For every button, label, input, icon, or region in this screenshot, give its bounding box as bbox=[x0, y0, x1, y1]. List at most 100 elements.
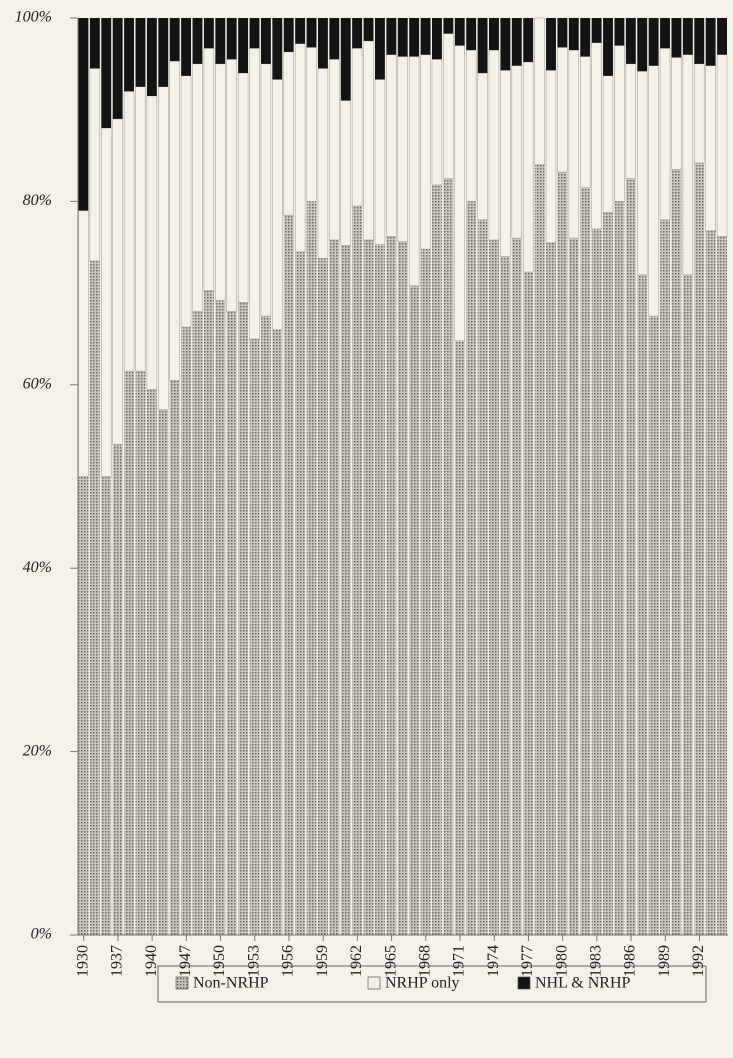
bar-segment bbox=[409, 285, 420, 935]
bar-segment bbox=[181, 18, 192, 76]
bar-segment bbox=[260, 316, 271, 935]
bar-segment bbox=[603, 18, 613, 76]
bar-segment bbox=[374, 79, 386, 245]
bar-segment bbox=[682, 18, 693, 55]
x-tick-label: 1974 bbox=[485, 945, 502, 977]
x-tick-label: 1962 bbox=[348, 945, 365, 977]
bar-segment bbox=[363, 40, 374, 241]
bar-segment bbox=[181, 327, 192, 935]
bar-segment bbox=[705, 230, 716, 935]
bar-segment bbox=[568, 238, 579, 935]
bar-segment bbox=[409, 18, 420, 57]
x-tick-label: 1940 bbox=[143, 945, 160, 977]
bar-segment bbox=[283, 51, 294, 216]
y-tick-label: 60% bbox=[23, 375, 52, 392]
bar-segment bbox=[660, 18, 670, 49]
x-tick-label: 1956 bbox=[280, 945, 297, 977]
bar-segment bbox=[580, 56, 591, 188]
bar-segment bbox=[260, 63, 272, 317]
bar-segment bbox=[625, 178, 636, 936]
bar-segment bbox=[89, 18, 100, 69]
bar-segment bbox=[192, 18, 203, 64]
bar-segment bbox=[637, 70, 648, 276]
bar-segment bbox=[420, 54, 431, 250]
bar-segment bbox=[648, 18, 659, 66]
bar-segment bbox=[614, 45, 625, 202]
bar-segment bbox=[272, 18, 283, 80]
bar-segment bbox=[169, 18, 180, 62]
bar-segment bbox=[580, 187, 591, 935]
bar-segment bbox=[169, 60, 180, 381]
bar-segment bbox=[420, 249, 431, 936]
x-tick-label: 1980 bbox=[553, 945, 570, 977]
bar-segment bbox=[671, 57, 682, 170]
bar-segment bbox=[238, 302, 249, 935]
bar-segment bbox=[101, 18, 112, 129]
legend-label: Non-NRHP bbox=[193, 975, 269, 992]
bar-segment bbox=[500, 18, 511, 71]
bar-segment bbox=[694, 18, 705, 64]
x-tick-label: 1992 bbox=[690, 945, 707, 977]
bar-segment bbox=[488, 49, 500, 241]
bar-segment bbox=[466, 201, 477, 935]
legend-label: NRHP only bbox=[385, 975, 460, 992]
bar-segment bbox=[568, 18, 579, 51]
bar-segment bbox=[226, 311, 237, 935]
bar-segment bbox=[466, 18, 477, 51]
bar-segment bbox=[203, 290, 214, 935]
bar-segment bbox=[432, 184, 442, 936]
bar-segment bbox=[591, 228, 602, 935]
bar-segment bbox=[477, 219, 488, 936]
legend-swatch bbox=[367, 976, 381, 990]
bar-segment bbox=[637, 274, 648, 935]
bar-segment bbox=[374, 18, 385, 80]
bar-segment bbox=[192, 63, 203, 312]
bar-segment bbox=[295, 251, 306, 935]
bar-segment bbox=[408, 56, 420, 287]
bar-segment bbox=[112, 118, 123, 445]
bar-segment bbox=[203, 18, 214, 49]
bar-segment bbox=[146, 389, 157, 935]
bar-segment bbox=[135, 18, 146, 87]
x-tick-label: 1930 bbox=[74, 945, 91, 977]
bar-segment bbox=[135, 86, 146, 372]
bar-segment bbox=[523, 18, 534, 63]
legend-box bbox=[157, 965, 707, 1003]
x-tick-label: 1986 bbox=[622, 945, 639, 977]
bar-segment bbox=[454, 18, 465, 46]
bar-segment bbox=[317, 68, 329, 259]
bar-segment bbox=[352, 205, 363, 936]
bar-segment bbox=[317, 258, 328, 935]
bar-segment bbox=[283, 215, 294, 935]
bar-segment bbox=[591, 18, 602, 43]
bar-segment bbox=[546, 18, 556, 71]
bar-segment bbox=[694, 63, 705, 164]
bar-segment bbox=[306, 201, 317, 935]
bar-segment bbox=[329, 59, 340, 241]
x-tick-label: 1959 bbox=[314, 945, 331, 977]
bar-segment bbox=[511, 238, 522, 935]
bar-segment bbox=[374, 244, 385, 935]
bar-segment bbox=[477, 72, 488, 220]
x-tick-label: 1965 bbox=[382, 945, 399, 977]
bar-segment bbox=[249, 18, 260, 49]
x-tick-label: 1968 bbox=[416, 945, 433, 977]
bar-segment bbox=[158, 409, 169, 936]
bar-segment bbox=[363, 18, 374, 41]
bar-segment bbox=[101, 476, 112, 935]
bar-segment bbox=[295, 18, 306, 44]
bar-segment bbox=[489, 239, 499, 935]
bar-segment bbox=[352, 18, 363, 49]
bar-segment bbox=[546, 242, 556, 936]
bar-segment bbox=[329, 239, 340, 935]
x-tick-label: 1983 bbox=[588, 945, 605, 977]
bar-segment bbox=[226, 59, 237, 312]
bar-segment bbox=[580, 18, 591, 57]
bar-segment bbox=[78, 210, 89, 477]
y-tick-label: 0% bbox=[31, 926, 52, 943]
y-tick-label: 40% bbox=[23, 559, 52, 576]
bar-segment bbox=[78, 476, 89, 935]
bar-segment bbox=[432, 18, 442, 60]
bar-segment bbox=[443, 33, 454, 179]
